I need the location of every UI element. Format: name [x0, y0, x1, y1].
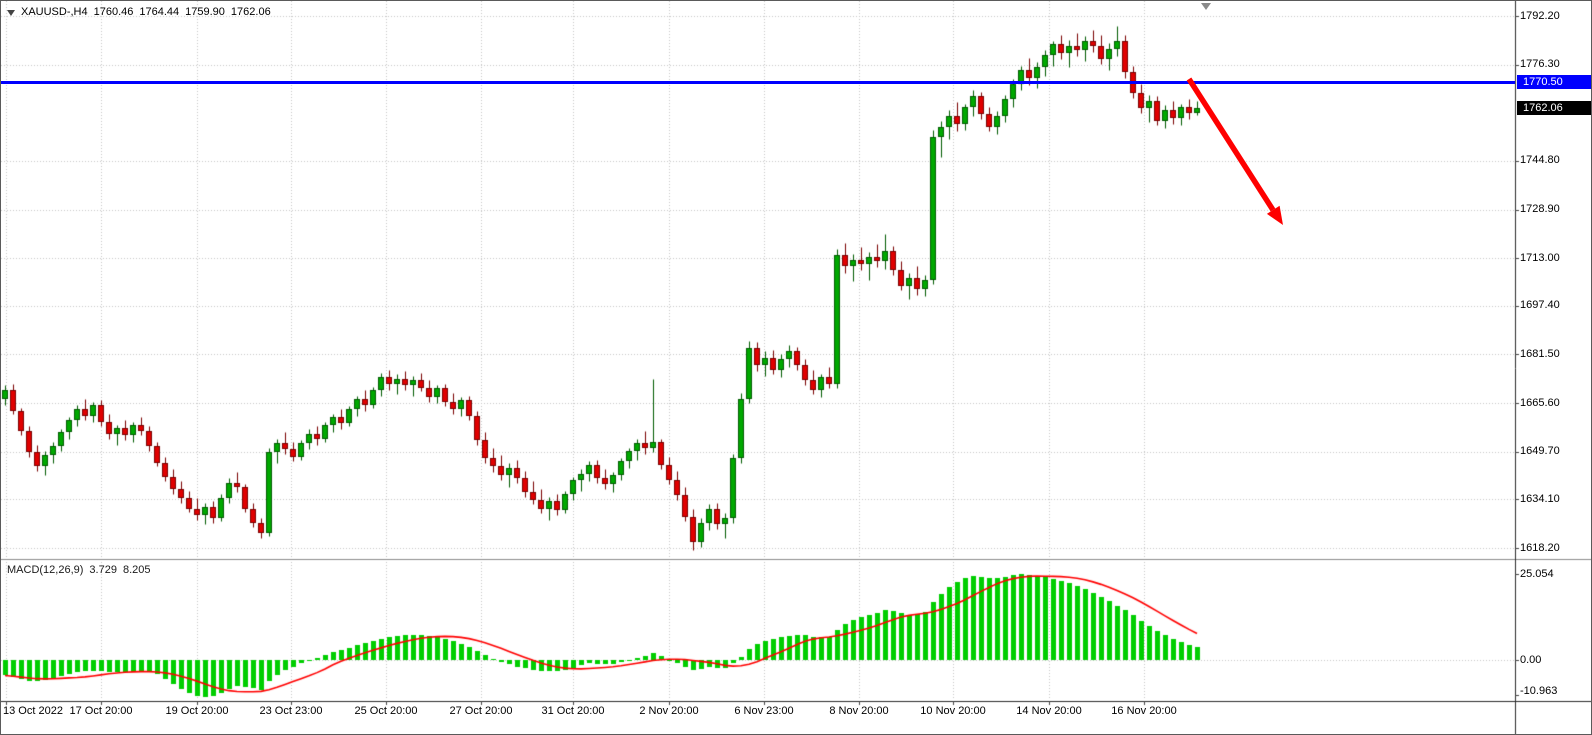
- time-axis-label: 16 Nov 20:00: [1111, 705, 1177, 717]
- macd-axis-label: -10.963: [1520, 684, 1558, 697]
- time-axis-label: 14 Nov 20:00: [1016, 705, 1082, 717]
- price-axis-label: 1776.30: [1520, 58, 1560, 71]
- price-axis-label: 1681.50: [1520, 347, 1560, 360]
- resistance-price-tag: 1770.50: [1517, 75, 1591, 90]
- time-axis-label: 19 Oct 20:00: [165, 705, 229, 717]
- macd-name: MACD(12,26,9): [7, 564, 84, 576]
- chart-shift-marker-icon[interactable]: [1201, 3, 1211, 10]
- price-axis-label: 1665.60: [1520, 396, 1560, 409]
- symbol-period-label: XAUUSD-,H4: [21, 6, 88, 18]
- time-axis-label: 27 Oct 20:00: [449, 705, 513, 717]
- price-axis-label: 1618.20: [1520, 541, 1560, 554]
- macd-indicator-label: MACD(12,26,9) 3.729 8.205: [7, 564, 150, 576]
- price-axis[interactable]: 1792.20 1776.30 1744.80 1728.90 1713.00 1697.…: [1515, 1, 1591, 559]
- bar-low-value: 1759.90: [185, 6, 225, 18]
- macd-main-value: 3.729: [89, 564, 117, 576]
- time-axis-label: 31 Oct 20:00: [541, 705, 605, 717]
- time-axis-label: 23 Oct 23:00: [259, 705, 323, 717]
- time-axis-label: 6 Nov 23:00: [734, 705, 794, 717]
- price-axis-label: 1792.20: [1520, 9, 1560, 22]
- time-axis[interactable]: 13 Oct 2022 17 Oct 20:00 19 Oct 20:00 23 Oc…: [1, 701, 1591, 734]
- current-price-tag: 1762.06: [1517, 101, 1591, 116]
- price-axis-label: 1744.80: [1520, 154, 1560, 167]
- price-axis-label: 1634.10: [1520, 492, 1560, 505]
- price-axis-label: 1728.90: [1520, 203, 1560, 216]
- price-axis-label: 1697.40: [1520, 299, 1560, 312]
- macd-signal-value: 8.205: [122, 564, 151, 576]
- bar-high-value: 1764.44: [139, 6, 180, 18]
- time-axis-label: 8 Nov 20:00: [829, 705, 889, 717]
- price-axis-label: 1649.70: [1520, 445, 1560, 458]
- macd-axis-label: 25.054: [1520, 567, 1554, 580]
- time-axis-label: 25 Oct 20:00: [354, 705, 418, 717]
- resistance-line[interactable]: [1, 80, 1515, 84]
- macd-scale-axis[interactable]: 25.054 0.00 -10.963: [1515, 559, 1591, 701]
- time-axis-label: 13 Oct 2022: [3, 705, 63, 717]
- sell-arrow-annotation[interactable]: [1181, 73, 1301, 243]
- time-axis-label: 2 Nov 20:00: [639, 705, 699, 717]
- time-axis-label: 17 Oct 20:00: [69, 705, 133, 717]
- bar-open-value: 1760.46: [93, 6, 134, 18]
- one-click-trading-icon[interactable]: [7, 9, 15, 16]
- macd-axis-label: 0.00: [1520, 653, 1542, 666]
- price-axis-label: 1713.00: [1520, 251, 1560, 264]
- symbol-title: XAUUSD-,H4 1760.46 1764.44 1759.90 1762.…: [7, 6, 271, 18]
- bar-close-value: 1762.06: [230, 6, 271, 18]
- time-axis-label: 10 Nov 20:00: [920, 705, 986, 717]
